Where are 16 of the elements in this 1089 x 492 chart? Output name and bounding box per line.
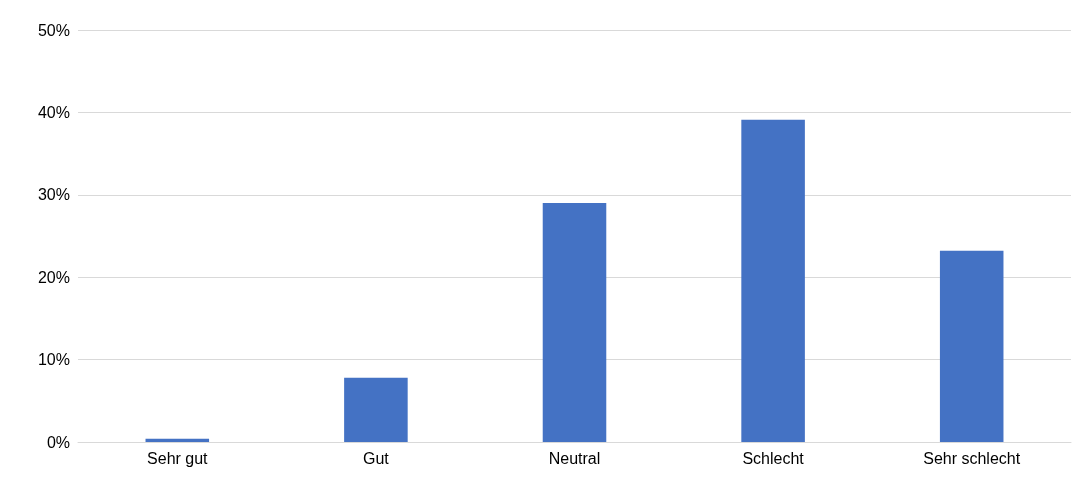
- y-tick-label: 0%: [46, 433, 70, 451]
- bar: [741, 119, 805, 442]
- x-tick-label: Schlecht: [742, 449, 805, 467]
- y-tick-label: 20%: [37, 268, 70, 286]
- y-tick-label: 30%: [37, 186, 70, 204]
- x-tick-label: Neutral: [548, 449, 601, 467]
- y-tick-label: 10%: [37, 351, 70, 369]
- x-tick-label: Sehr schlecht: [923, 449, 1021, 467]
- x-tick-label: Sehr gut: [147, 449, 209, 467]
- bar: [145, 438, 210, 442]
- bar: [344, 377, 408, 442]
- y-tick-label: 50%: [37, 21, 70, 39]
- y-tick-label: 40%: [37, 103, 70, 121]
- x-tick-label: Gut: [363, 449, 390, 467]
- bar: [542, 203, 607, 442]
- bar: [939, 250, 1004, 442]
